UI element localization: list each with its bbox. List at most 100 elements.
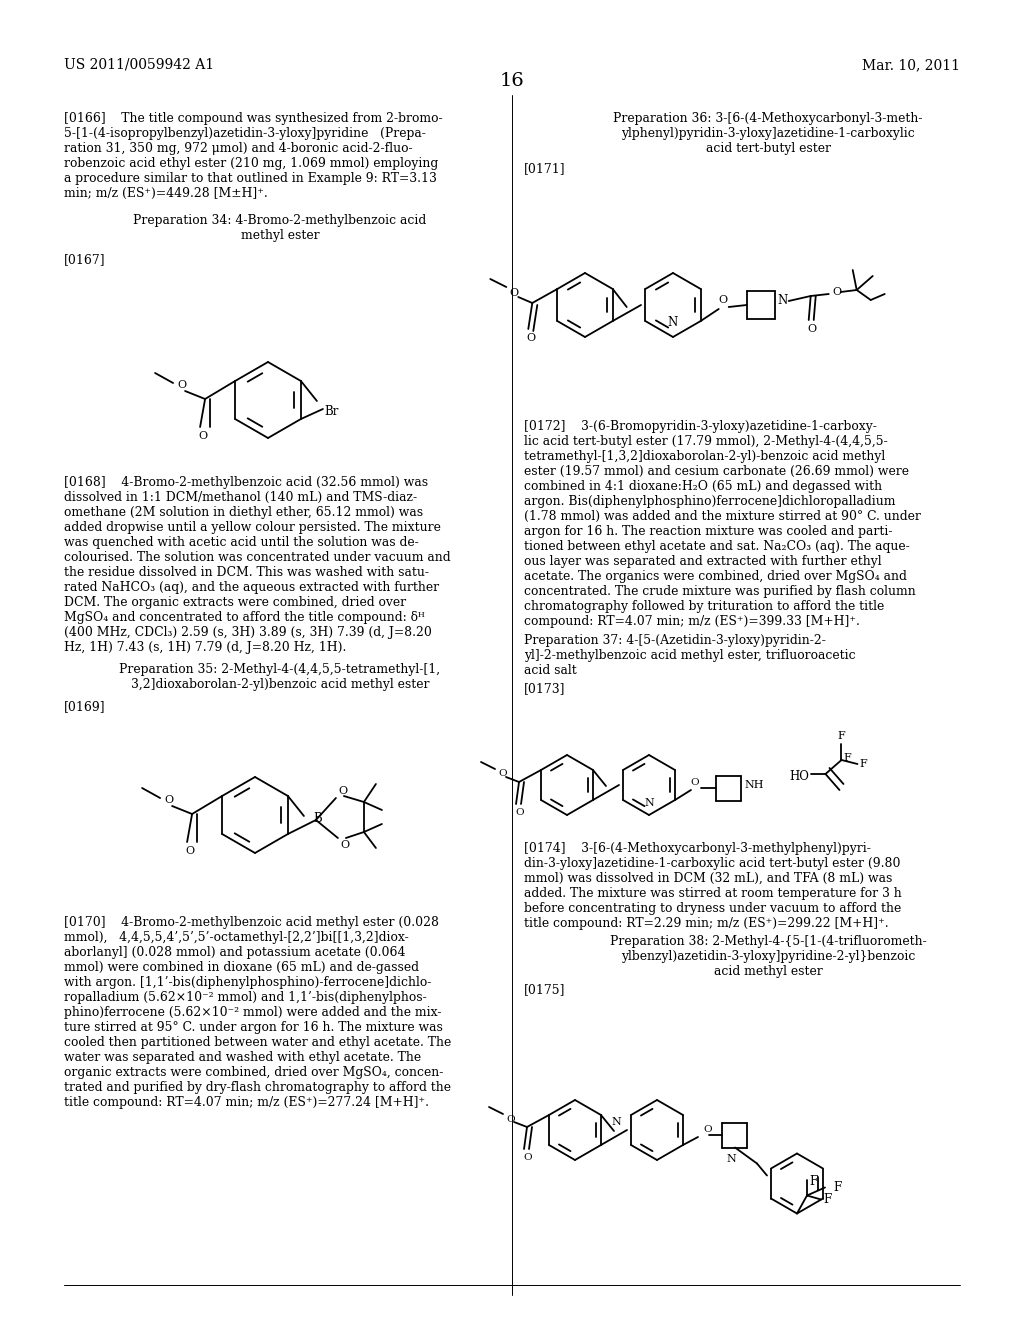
Text: water was separated and washed with ethyl acetate. The: water was separated and washed with ethy… bbox=[63, 1051, 421, 1064]
Text: Br: Br bbox=[324, 405, 338, 418]
Text: N: N bbox=[777, 294, 787, 308]
Text: tioned between ethyl acetate and sat. Na₂CO₃ (aq). The aque-: tioned between ethyl acetate and sat. Na… bbox=[524, 540, 909, 553]
Text: mmol) was dissolved in DCM (32 mL), and TFA (8 mL) was: mmol) was dissolved in DCM (32 mL), and … bbox=[524, 873, 892, 884]
Text: title compound: RT=2.29 min; m/z (ES⁺)=299.22 [M+H]⁺.: title compound: RT=2.29 min; m/z (ES⁺)=2… bbox=[524, 917, 889, 931]
Text: robenzoic acid ethyl ester (210 mg, 1.069 mmol) employing: robenzoic acid ethyl ester (210 mg, 1.06… bbox=[63, 157, 438, 170]
Text: NH: NH bbox=[744, 780, 764, 789]
Text: din-3-yloxy]azetidine-1-carboxylic acid tert-butyl ester (9.80: din-3-yloxy]azetidine-1-carboxylic acid … bbox=[524, 857, 900, 870]
Text: [0172]    3-(6-Bromopyridin-3-yloxy)azetidine-1-carboxy-: [0172] 3-(6-Bromopyridin-3-yloxy)azetidi… bbox=[524, 420, 877, 433]
Text: US 2011/0059942 A1: US 2011/0059942 A1 bbox=[63, 58, 214, 73]
Text: Preparation 37: 4-[5-(Azetidin-3-yloxy)pyridin-2-: Preparation 37: 4-[5-(Azetidin-3-yloxy)p… bbox=[524, 634, 826, 647]
Text: acid methyl ester: acid methyl ester bbox=[714, 965, 822, 978]
Text: [0173]: [0173] bbox=[524, 682, 565, 696]
Text: Preparation 34: 4-Bromo-2-methylbenzoic acid: Preparation 34: 4-Bromo-2-methylbenzoic … bbox=[133, 214, 427, 227]
Text: (1.78 mmol) was added and the mixture stirred at 90° C. under: (1.78 mmol) was added and the mixture st… bbox=[524, 510, 921, 523]
Text: [0167]: [0167] bbox=[63, 253, 105, 267]
Text: acetate. The organics were combined, dried over MgSO₄ and: acetate. The organics were combined, dri… bbox=[524, 570, 907, 583]
Text: tetramethyl-[1,3,2]dioxaborolan-2-yl)-benzoic acid methyl: tetramethyl-[1,3,2]dioxaborolan-2-yl)-be… bbox=[524, 450, 886, 463]
Text: yl]-2-methylbenzoic acid methyl ester, trifluoroacetic: yl]-2-methylbenzoic acid methyl ester, t… bbox=[524, 649, 856, 663]
Text: N: N bbox=[644, 799, 653, 808]
Text: DCM. The organic extracts were combined, dried over: DCM. The organic extracts were combined,… bbox=[63, 597, 407, 609]
Text: phino)ferrocene (5.62×10⁻² mmol) were added and the mix-: phino)ferrocene (5.62×10⁻² mmol) were ad… bbox=[63, 1006, 441, 1019]
Text: O: O bbox=[340, 840, 349, 850]
Text: mmol),   4,4,5,5,4’,5’,5’-octamethyl-[2,2’]bi[[1,3,2]diox-: mmol), 4,4,5,5,4’,5’,5’-octamethyl-[2,2’… bbox=[63, 931, 409, 944]
Text: argon for 16 h. The reaction mixture was cooled and parti-: argon for 16 h. The reaction mixture was… bbox=[524, 525, 893, 539]
Text: added dropwise until a yellow colour persisted. The mixture: added dropwise until a yellow colour per… bbox=[63, 521, 441, 535]
Text: ous layer was separated and extracted with further ethyl: ous layer was separated and extracted wi… bbox=[524, 554, 882, 568]
Text: methyl ester: methyl ester bbox=[241, 228, 319, 242]
Text: ture stirred at 95° C. under argon for 16 h. The mixture was: ture stirred at 95° C. under argon for 1… bbox=[63, 1020, 442, 1034]
Text: title compound: RT=4.07 min; m/z (ES⁺)=277.24 [M+H]⁺.: title compound: RT=4.07 min; m/z (ES⁺)=2… bbox=[63, 1096, 429, 1109]
Text: F: F bbox=[809, 1175, 817, 1188]
Text: organic extracts were combined, dried over MgSO₄, concen-: organic extracts were combined, dried ov… bbox=[63, 1067, 443, 1078]
Text: O: O bbox=[338, 785, 347, 796]
Text: O: O bbox=[807, 323, 816, 334]
Text: 3,2]dioxaborolan-2-yl)benzoic acid methyl ester: 3,2]dioxaborolan-2-yl)benzoic acid methy… bbox=[131, 678, 429, 690]
Text: Preparation 38: 2-Methyl-4-{5-[1-(4-trifluorometh-: Preparation 38: 2-Methyl-4-{5-[1-(4-trif… bbox=[609, 935, 927, 948]
Text: F: F bbox=[844, 752, 851, 763]
Text: compound: RT=4.07 min; m/z (ES⁺)=399.33 [M+H]⁺.: compound: RT=4.07 min; m/z (ES⁺)=399.33 … bbox=[524, 615, 860, 628]
Text: F: F bbox=[838, 731, 846, 741]
Text: trated and purified by dry-flash chromatography to afford the: trated and purified by dry-flash chromat… bbox=[63, 1081, 451, 1094]
Text: MgSO₄ and concentrated to afford the title compound: δᴴ: MgSO₄ and concentrated to afford the tit… bbox=[63, 611, 425, 624]
Text: Preparation 35: 2-Methyl-4-(4,4,5,5-tetramethyl-[1,: Preparation 35: 2-Methyl-4-(4,4,5,5-tetr… bbox=[120, 663, 440, 676]
Text: ylbenzyl)azetidin-3-yloxy]pyridine-2-yl}benzoic: ylbenzyl)azetidin-3-yloxy]pyridine-2-yl}… bbox=[621, 950, 915, 964]
Text: [0174]    3-[6-(4-Methoxycarbonyl-3-methylphenyl)pyri-: [0174] 3-[6-(4-Methoxycarbonyl-3-methylp… bbox=[524, 842, 870, 855]
Text: rated NaHCO₃ (aq), and the aqueous extracted with further: rated NaHCO₃ (aq), and the aqueous extra… bbox=[63, 581, 439, 594]
Text: Preparation 36: 3-[6-(4-Methoxycarbonyl-3-meth-: Preparation 36: 3-[6-(4-Methoxycarbonyl-… bbox=[613, 112, 923, 125]
Text: F: F bbox=[823, 1193, 831, 1206]
Text: B: B bbox=[313, 813, 323, 825]
Text: O: O bbox=[165, 795, 174, 805]
Text: dissolved in 1:1 DCM/methanol (140 mL) and TMS-diaz-: dissolved in 1:1 DCM/methanol (140 mL) a… bbox=[63, 491, 417, 504]
Text: ration 31, 350 mg, 972 μmol) and 4-boronic acid-2-fluo-: ration 31, 350 mg, 972 μmol) and 4-boron… bbox=[63, 143, 413, 154]
Text: acid tert-butyl ester: acid tert-butyl ester bbox=[706, 143, 830, 154]
Text: O: O bbox=[177, 380, 186, 389]
Text: O: O bbox=[526, 333, 536, 343]
Text: F: F bbox=[859, 759, 867, 770]
Text: was quenched with acetic acid until the solution was de-: was quenched with acetic acid until the … bbox=[63, 536, 419, 549]
Text: colourised. The solution was concentrated under vacuum and: colourised. The solution was concentrate… bbox=[63, 550, 451, 564]
Text: [0171]: [0171] bbox=[524, 162, 565, 176]
Text: N: N bbox=[611, 1117, 621, 1127]
Text: [0166]    The title compound was synthesized from 2-bromo-: [0166] The title compound was synthesize… bbox=[63, 112, 442, 125]
Text: N: N bbox=[667, 315, 677, 329]
Text: a procedure similar to that outlined in Example 9: RT=3.13: a procedure similar to that outlined in … bbox=[63, 172, 437, 185]
Text: lic acid tert-butyl ester (17.79 mmol), 2-Methyl-4-(4,4,5,5-: lic acid tert-butyl ester (17.79 mmol), … bbox=[524, 436, 888, 447]
Text: O: O bbox=[510, 288, 519, 298]
Text: cooled then partitioned between water and ethyl acetate. The: cooled then partitioned between water an… bbox=[63, 1036, 452, 1049]
Text: the residue dissolved in DCM. This was washed with satu-: the residue dissolved in DCM. This was w… bbox=[63, 566, 429, 579]
Text: with argon. [1,1’-bis(diphenylphosphino)-ferrocene]dichlo-: with argon. [1,1’-bis(diphenylphosphino)… bbox=[63, 975, 431, 989]
Text: O: O bbox=[833, 286, 842, 297]
Text: O: O bbox=[499, 770, 507, 779]
Text: 16: 16 bbox=[500, 73, 524, 90]
Text: O: O bbox=[703, 1125, 712, 1134]
Text: O: O bbox=[718, 294, 727, 305]
Text: O: O bbox=[199, 432, 208, 441]
Text: ylphenyl)pyridin-3-yloxy]azetidine-1-carboxylic: ylphenyl)pyridin-3-yloxy]azetidine-1-car… bbox=[622, 127, 914, 140]
Text: omethane (2M solution in diethyl ether, 65.12 mmol) was: omethane (2M solution in diethyl ether, … bbox=[63, 506, 423, 519]
Text: O: O bbox=[516, 808, 524, 817]
Text: O: O bbox=[185, 846, 195, 855]
Text: F: F bbox=[833, 1181, 842, 1195]
Text: concentrated. The crude mixture was purified by flash column: concentrated. The crude mixture was puri… bbox=[524, 585, 915, 598]
Text: [0170]    4-Bromo-2-methylbenzoic acid methyl ester (0.028: [0170] 4-Bromo-2-methylbenzoic acid meth… bbox=[63, 916, 439, 929]
Text: 5-[1-(4-isopropylbenzyl)azetidin-3-yloxy]pyridine   (Prepa-: 5-[1-(4-isopropylbenzyl)azetidin-3-yloxy… bbox=[63, 127, 426, 140]
Text: min; m/z (ES⁺)=449.28 [M±H]⁺.: min; m/z (ES⁺)=449.28 [M±H]⁺. bbox=[63, 187, 267, 201]
Text: (400 MHz, CDCl₃) 2.59 (s, 3H) 3.89 (s, 3H) 7.39 (d, J=8.20: (400 MHz, CDCl₃) 2.59 (s, 3H) 3.89 (s, 3… bbox=[63, 626, 432, 639]
Text: combined in 4:1 dioxane:H₂O (65 mL) and degassed with: combined in 4:1 dioxane:H₂O (65 mL) and … bbox=[524, 480, 882, 492]
Text: added. The mixture was stirred at room temperature for 3 h: added. The mixture was stirred at room t… bbox=[524, 887, 902, 900]
Text: HO: HO bbox=[790, 770, 809, 783]
Text: Mar. 10, 2011: Mar. 10, 2011 bbox=[862, 58, 961, 73]
Text: mmol) were combined in dioxane (65 mL) and de-gassed: mmol) were combined in dioxane (65 mL) a… bbox=[63, 961, 419, 974]
Text: aborlanyl] (0.028 mmol) and potassium acetate (0.064: aborlanyl] (0.028 mmol) and potassium ac… bbox=[63, 946, 406, 960]
Text: O: O bbox=[523, 1152, 532, 1162]
Text: ester (19.57 mmol) and cesium carbonate (26.69 mmol) were: ester (19.57 mmol) and cesium carbonate … bbox=[524, 465, 909, 478]
Text: argon. Bis(diphenylphosphino)ferrocene]dichloropalladium: argon. Bis(diphenylphosphino)ferrocene]d… bbox=[524, 495, 896, 508]
Text: O: O bbox=[690, 777, 699, 787]
Text: chromatography followed by trituration to afford the title: chromatography followed by trituration t… bbox=[524, 601, 885, 612]
Text: Hz, 1H) 7.43 (s, 1H) 7.79 (d, J=8.20 Hz, 1H).: Hz, 1H) 7.43 (s, 1H) 7.79 (d, J=8.20 Hz,… bbox=[63, 642, 346, 653]
Text: before concentrating to dryness under vacuum to afford the: before concentrating to dryness under va… bbox=[524, 902, 901, 915]
Text: N: N bbox=[726, 1154, 736, 1163]
Text: [0169]: [0169] bbox=[63, 700, 105, 713]
Text: O: O bbox=[507, 1114, 515, 1123]
